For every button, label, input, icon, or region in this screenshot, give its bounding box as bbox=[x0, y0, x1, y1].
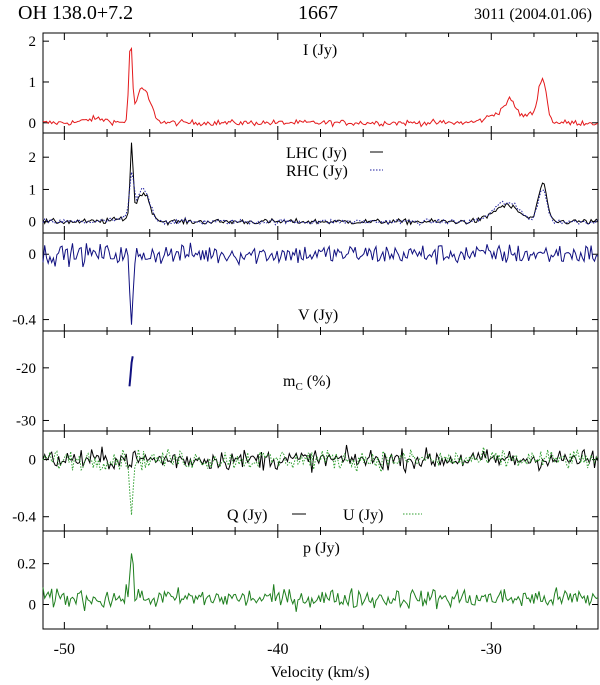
xtick-label: -40 bbox=[267, 641, 288, 658]
ytick-label: 1 bbox=[29, 75, 37, 91]
series-line-ijy bbox=[42, 46, 599, 128]
plot-title: OH 138.0+7.2 bbox=[18, 2, 134, 24]
xtick-label: -50 bbox=[54, 641, 75, 658]
series-line-lhcjy bbox=[42, 142, 599, 227]
ytick-label: -0.4 bbox=[12, 510, 36, 526]
panel-frame-QU bbox=[42, 430, 599, 532]
ytick-label: 0 bbox=[29, 215, 37, 231]
ytick-label: -30 bbox=[16, 413, 36, 429]
observation-label: 3011 (2004.01.06) bbox=[473, 6, 592, 23]
ytick-label: 2 bbox=[29, 34, 37, 50]
series-line-ujy bbox=[42, 447, 599, 516]
panel-label-mc: mC (%) bbox=[283, 373, 331, 393]
legend-label-rhc: RHC (Jy) bbox=[286, 163, 348, 180]
ytick-label: 0 bbox=[29, 247, 37, 263]
ytick-label: 0.2 bbox=[17, 557, 36, 573]
ytick-label: 0 bbox=[29, 116, 37, 132]
series-line-vjy bbox=[42, 242, 599, 325]
series-line-qjy bbox=[42, 444, 599, 474]
series-line-pjy bbox=[42, 553, 599, 612]
ytick-label: 0 bbox=[29, 453, 37, 469]
xtick-label: -30 bbox=[481, 641, 502, 658]
ytick-label: 1 bbox=[29, 182, 37, 198]
ytick-label: 2 bbox=[29, 150, 37, 166]
ytick-label: 0 bbox=[29, 598, 37, 614]
series-line-mc bbox=[128, 356, 134, 387]
x-axis-label: Velocity (km/s) bbox=[270, 664, 369, 681]
panel-label-v: V (Jy) bbox=[298, 307, 338, 324]
legend-label-q: Q (Jy) bbox=[227, 507, 267, 524]
panel-label-i: I (Jy) bbox=[303, 42, 337, 59]
frequency-label: 1667 bbox=[298, 2, 338, 24]
ytick-label: -0.4 bbox=[12, 313, 36, 329]
ytick-label: -20 bbox=[16, 361, 36, 377]
legend-label-lhc: LHC (Jy) bbox=[286, 145, 347, 162]
legend-label-u: U (Jy) bbox=[343, 507, 383, 524]
panel-label-p: p (Jy) bbox=[303, 540, 340, 557]
